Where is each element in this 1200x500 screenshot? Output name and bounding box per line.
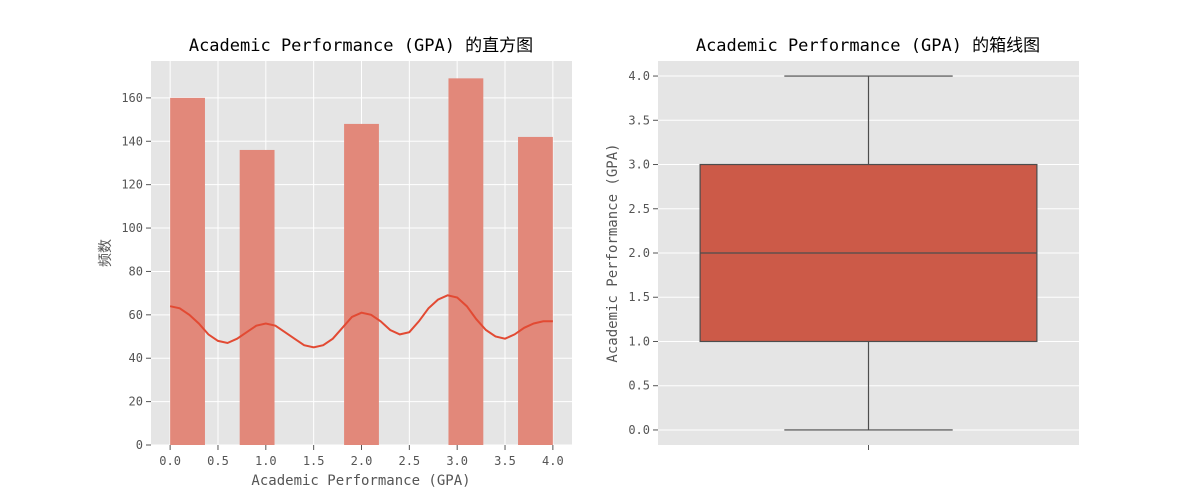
histogram-y-tick-label: 60	[129, 308, 143, 322]
boxplot-y-ticks: 0.0 0.5 1.0 1.5 2.0 2.5 3.0 3.5 4.0	[628, 69, 658, 437]
histogram-y-tick-label: 120	[121, 178, 143, 192]
boxplot-y-tick-label: 3.0	[628, 158, 650, 172]
kde-curve	[169, 294, 553, 349]
boxplot-shapes	[699, 75, 1038, 431]
histogram-chart: 0.0 0.5 1.0 1.5 2.0 2.5 3.0 3.5 4.0 0 20 40 60 80 100…	[98, 36, 572, 489]
histogram-bar	[448, 78, 484, 446]
histogram-x-tick-label: 2.5	[398, 454, 420, 468]
histogram-y-axis-label: 频数	[98, 239, 114, 267]
histogram-title: Academic Performance (GPA) 的直方图	[189, 36, 533, 56]
boxplot-chart: 0.0 0.5 1.0 1.5 2.0 2.5 3.0 3.5 4.0 Academic Per…	[605, 36, 1079, 450]
histogram-y-tick-label: 0	[136, 438, 143, 452]
boxplot-y-tick-label: 4.0	[628, 69, 650, 83]
histogram-y-tick-label: 100	[121, 221, 143, 235]
histogram-x-tick-label: 4.0	[542, 454, 564, 468]
boxplot-y-tick-label: 3.5	[628, 113, 650, 127]
histogram-bar	[344, 123, 379, 445]
histogram-x-tick-label: 2.0	[351, 454, 373, 468]
histogram-x-tick-label: 0.5	[207, 454, 229, 468]
histogram-bar	[239, 149, 275, 445]
histogram-x-tick-label: 1.5	[303, 454, 325, 468]
boxplot-y-tick-label: 0.5	[628, 379, 650, 393]
boxplot-y-tick-label: 1.0	[628, 334, 650, 348]
histogram-x-tick-label: 1.0	[255, 454, 277, 468]
histogram-y-tick-label: 140	[121, 134, 143, 148]
boxplot-y-tick-label: 1.5	[628, 290, 650, 304]
histogram-bar	[170, 97, 205, 446]
histogram-x-tick-label: 0.0	[159, 454, 181, 468]
histogram-y-tick-label: 160	[121, 91, 143, 105]
histogram-x-axis-label: Academic Performance (GPA)	[251, 473, 470, 489]
boxplot-y-axis-label: Academic Performance (GPA)	[605, 143, 621, 362]
boxplot-title: Academic Performance (GPA) 的箱线图	[696, 36, 1040, 56]
histogram-y-ticks: 0 20 40 60 80 100 120 140 160	[121, 91, 151, 452]
histogram-x-ticks: 0.0 0.5 1.0 1.5 2.0 2.5 3.0 3.5 4.0	[159, 445, 564, 468]
boxplot-y-tick-label: 0.0	[628, 423, 650, 437]
histogram-bar	[518, 136, 553, 446]
histogram-y-tick-label: 20	[129, 395, 143, 409]
boxplot-y-tick-label: 2.0	[628, 246, 650, 260]
histogram-x-tick-label: 3.5	[494, 454, 516, 468]
histogram-x-tick-label: 3.0	[446, 454, 468, 468]
boxplot-y-tick-label: 2.5	[628, 202, 650, 216]
histogram-bars	[170, 78, 553, 446]
histogram-y-tick-label: 80	[129, 264, 143, 278]
histogram-y-tick-label: 40	[129, 351, 143, 365]
